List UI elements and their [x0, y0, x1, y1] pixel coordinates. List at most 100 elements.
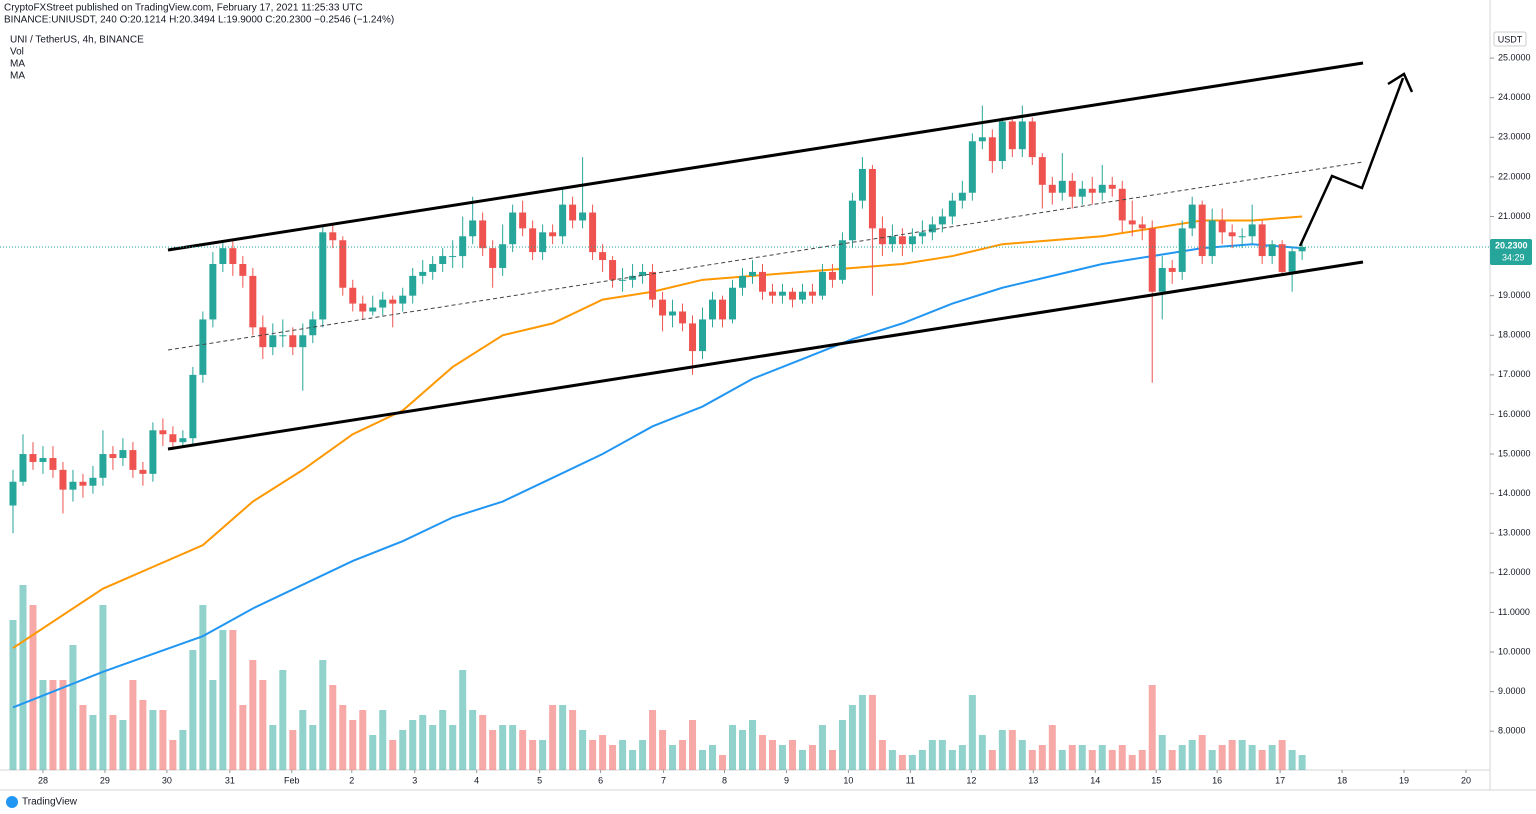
candle-body	[1248, 224, 1256, 237]
volume-bar	[39, 680, 47, 770]
volume-bar	[449, 725, 457, 770]
candle-body	[99, 454, 107, 478]
volume-bar	[988, 750, 996, 770]
candle-body	[898, 236, 906, 245]
candle-body	[479, 220, 487, 249]
volume-bar	[299, 710, 307, 770]
candle-body	[199, 319, 207, 375]
volume-bar	[129, 680, 137, 770]
volume-bar	[29, 605, 37, 770]
candle-body	[29, 454, 37, 462]
candle-body	[499, 244, 507, 268]
candle-body	[279, 335, 287, 337]
volume-bar	[948, 750, 956, 770]
volume-bar	[669, 745, 677, 770]
candle-body	[429, 263, 437, 272]
volume-bar	[659, 730, 667, 770]
volume-bar	[619, 740, 627, 770]
y-tick-label: 12.0000	[1498, 567, 1531, 577]
volume-bar	[998, 730, 1006, 770]
volume-bar	[279, 670, 287, 770]
candle-body	[918, 232, 926, 237]
volume-bar	[739, 730, 746, 770]
volume-bar	[239, 705, 247, 770]
x-tick-label: 19	[1399, 775, 1409, 785]
candle-body	[948, 200, 956, 217]
candle-body	[229, 248, 237, 264]
countdown: 34:29	[1502, 252, 1525, 262]
candle-body	[219, 248, 227, 264]
volume-bar	[219, 630, 227, 770]
candle-body	[49, 458, 57, 470]
volume-bar	[549, 705, 557, 770]
volume-bar	[339, 705, 347, 770]
candle-body	[888, 236, 896, 245]
volume-bar	[349, 720, 357, 770]
candle-body	[9, 481, 17, 506]
candle-body	[928, 224, 936, 233]
candle-body	[489, 248, 497, 268]
candle-body	[778, 291, 786, 296]
volume-bar	[499, 725, 507, 770]
volume-bar	[1268, 745, 1276, 770]
candle-body	[1298, 246, 1306, 252]
candle-body	[1038, 157, 1046, 185]
candle-body	[139, 469, 147, 474]
candle-body	[1058, 180, 1066, 193]
legend-ma: MA	[10, 59, 25, 70]
candle-body	[1108, 184, 1116, 189]
x-tick-label: 3	[412, 775, 417, 785]
volume-bar	[519, 730, 527, 770]
volume-bar	[579, 730, 587, 770]
volume-bar	[1098, 745, 1106, 770]
candle-body	[259, 327, 267, 348]
volume-bar	[1198, 735, 1206, 770]
volume-bar	[469, 710, 477, 770]
brand-logo	[6, 796, 18, 808]
volume-bar	[1038, 745, 1046, 770]
volume-bar	[918, 750, 926, 770]
candle-body	[1028, 121, 1036, 158]
candle-body	[978, 137, 986, 142]
volume-bar	[639, 740, 647, 770]
candle-body	[89, 477, 97, 486]
volume-bar	[778, 745, 786, 770]
candle-body	[798, 291, 806, 300]
volume-bar	[1258, 750, 1266, 770]
candle-body	[379, 299, 387, 308]
candle-body	[559, 204, 567, 237]
candle-body	[1178, 228, 1186, 272]
volume-bar	[1078, 745, 1086, 770]
volume-bar	[888, 750, 896, 770]
candle-body	[1238, 236, 1246, 238]
volume-bar	[1208, 750, 1216, 770]
volume-bar	[1248, 745, 1256, 770]
candle-body	[119, 450, 127, 459]
candle-body	[1228, 232, 1236, 237]
volume-bar	[838, 720, 846, 770]
candle-body	[1008, 121, 1016, 150]
volume-bar	[649, 710, 657, 770]
candle-body	[878, 228, 886, 245]
volume-bar	[1288, 750, 1296, 770]
y-tick-label: 11.0000	[1498, 607, 1530, 617]
x-tick-label: 20	[1461, 775, 1471, 785]
candle-body	[319, 232, 327, 320]
candle-body	[1258, 224, 1266, 257]
volume-bar	[758, 735, 766, 770]
chart-title: UNI / TetherUS, 4h, BINANCE	[10, 35, 144, 46]
volume-bar	[788, 740, 796, 770]
volume-bar	[69, 645, 77, 770]
candle-body	[349, 287, 357, 304]
volume-bar	[429, 725, 437, 770]
x-tick-label: 7	[661, 775, 666, 785]
volume-bar	[858, 695, 866, 770]
candle-body	[539, 232, 547, 253]
volume-bar	[908, 755, 916, 770]
mid-channel	[167, 161, 1364, 351]
volume-bar	[169, 740, 177, 770]
volume-bar	[1168, 750, 1176, 770]
volume-bar	[848, 705, 856, 770]
candle-body	[599, 252, 607, 261]
candle-body	[1218, 220, 1226, 233]
